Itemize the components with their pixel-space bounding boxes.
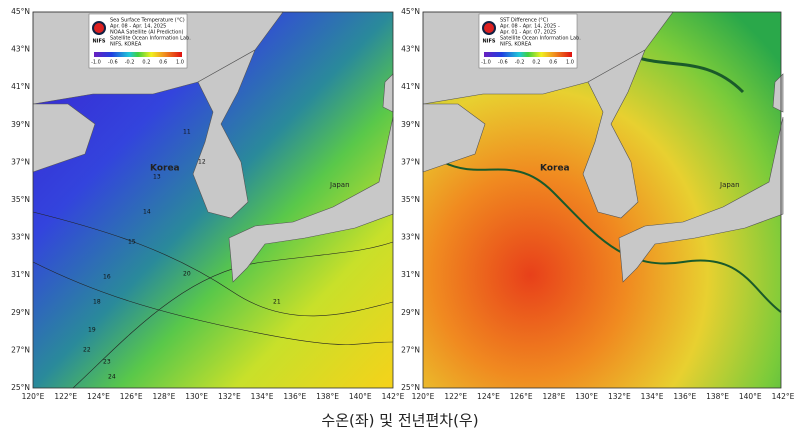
logo [92,21,106,35]
legend-line: Apr. 08 - Apr. 14, 2025 - [500,24,560,30]
lon-label: 134°E [251,392,274,401]
logo-text: NIFS [92,39,105,45]
legend: NIFS SST Difference (°C)Apr. 08 - Apr. 14… [478,13,581,69]
contour-label: 21 [273,299,281,306]
contour-label: 24 [108,374,116,381]
lat-label: 43°N [11,45,30,54]
lon-label: 140°E [349,392,372,401]
contour-label: 23 [103,359,111,366]
lon-label: 142°E [772,392,795,401]
contour-label: 18 [93,299,101,306]
legend-line: SST Difference (°C) [500,18,548,24]
contour-label: 20 [183,271,191,278]
lon-label: 120°E [412,392,435,401]
lat-label: 27°N [401,345,420,354]
lat-label: 27°N [11,345,30,354]
lon-label: 120°E [22,392,45,401]
legend-line: Sea Surface Temperature (°C) [110,18,185,24]
colorbar-label: -0.6 [498,60,508,66]
lon-label: 128°E [543,392,566,401]
colorbar-label: -0.6 [108,60,118,66]
place-label: Korea [540,164,570,174]
colorbar-label: -1.0 [91,60,101,66]
colorbar-label: -0.2 [515,60,525,66]
colorbar-label: 0.6 [159,60,167,66]
lat-label: 31°N [401,270,420,279]
lat-label: 33°N [11,233,30,242]
logo-text: NIFS [482,39,495,45]
lon-label: 138°E [706,392,729,401]
lon-label: 132°E [608,392,631,401]
lon-label: 122°E [444,392,467,401]
legend-line: NOAA Satellite (AI Prediction) [110,30,183,36]
difference-panel: NIFS SST Difference (°C)Apr. 08 - Apr. 14… [422,11,784,389]
lon-label: 136°E [673,392,696,401]
lat-label: 45°N [11,7,30,16]
lat-label: 45°N [401,7,420,16]
caption: 수온(좌) 및 전년편차(우) [321,412,478,430]
lat-label: 41°N [401,82,420,91]
lat-label: 43°N [401,45,420,54]
legend-line: Satellite Ocean Information Lab. [110,36,191,42]
legend-line: Apr. 01 - Apr. 07, 2025 [500,30,556,36]
lon-label: 124°E [477,392,500,401]
colorbar-label: 1.0 [176,60,184,66]
legend-line: Satellite Ocean Information Lab. [500,36,581,42]
lat-label: 25°N [11,383,30,392]
place-label: Japan [719,181,740,189]
lon-label: 130°E [185,392,208,401]
lat-label: 41°N [11,82,30,91]
contour-label: 12 [198,159,206,166]
legend-line: NIFS, KOREA [110,42,142,48]
place-label: Korea [150,164,180,174]
colorbar-label: 0.6 [549,60,557,66]
lon-label: 132°E [218,392,241,401]
sst-panel: NIFS Sea Surface Temperature (°C)Apr. 08 … [32,11,394,389]
lon-label: 138°E [316,392,339,401]
contour-label: 19 [88,327,96,334]
lat-label: 29°N [11,308,30,317]
lon-label: 128°E [153,392,176,401]
colorbar-label: -1.0 [481,60,491,66]
contour-label: 14 [143,209,151,216]
colorbar-label: 0.2 [532,60,540,66]
colorbar [484,52,572,57]
legend-line: NIFS, KOREA [500,42,532,48]
logo [482,21,496,35]
colorbar-label: 1.0 [566,60,574,66]
colorbar-label: -0.2 [125,60,135,66]
lat-label: 39°N [401,120,420,129]
lat-label: 31°N [11,270,30,279]
lon-label: 142°E [382,392,405,401]
lon-label: 130°E [575,392,598,401]
lon-label: 126°E [510,392,533,401]
lat-label: 29°N [401,308,420,317]
contour-label: 15 [128,239,136,246]
legend-box [478,13,578,69]
contour-label: 22 [83,347,91,354]
lat-label: 37°N [401,157,420,166]
lat-label: 33°N [401,233,420,242]
contour-label: 11 [183,129,191,136]
lon-label: 136°E [283,392,306,401]
place-label: Japan [329,181,350,189]
lat-label: 39°N [11,120,30,129]
lon-label: 124°E [87,392,110,401]
legend-box [88,13,188,69]
legend: NIFS Sea Surface Temperature (°C)Apr. 08 … [88,13,191,69]
lon-label: 122°E [54,392,77,401]
colorbar-label: 0.2 [142,60,150,66]
lat-label: 37°N [11,157,30,166]
contour-label: 16 [103,274,111,281]
legend-line: Apr. 08 - Apr. 14, 2025 [110,24,166,30]
contour-label: 13 [153,174,161,181]
lon-label: 140°E [739,392,762,401]
lon-label: 126°E [120,392,143,401]
lat-label: 35°N [401,195,420,204]
colorbar [94,52,182,57]
lat-label: 25°N [401,383,420,392]
lat-label: 35°N [11,195,30,204]
lon-label: 134°E [641,392,664,401]
